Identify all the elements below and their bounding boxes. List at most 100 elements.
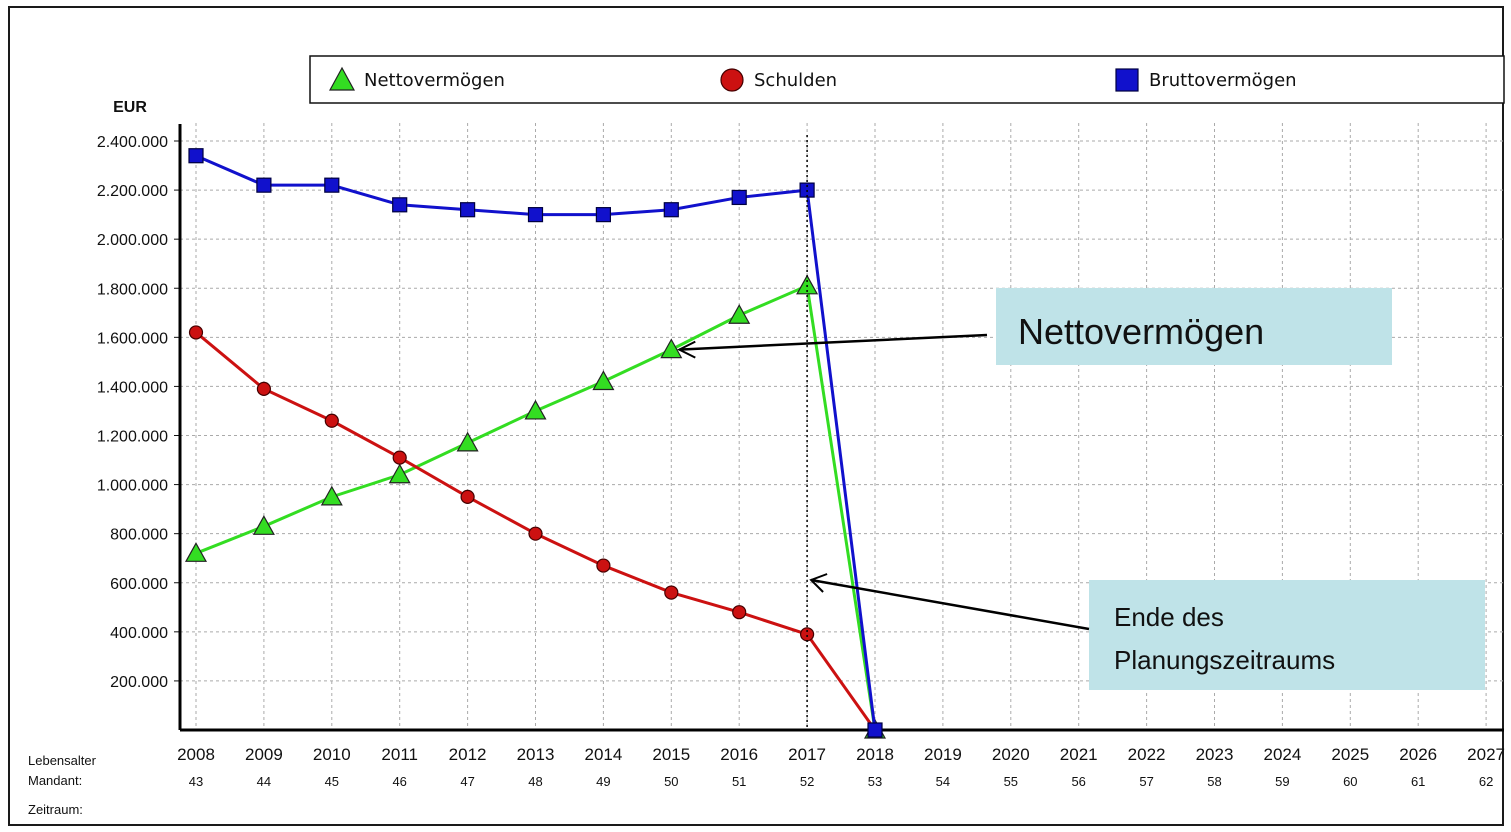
age-label: 50 [664, 774, 678, 789]
annotation-box-netto [996, 288, 1392, 365]
data-point-triangle [320, 485, 343, 506]
data-point-circle [256, 381, 271, 396]
data-point-circle [596, 558, 611, 573]
x-tick-label: 2024 [1263, 745, 1301, 764]
age-label: 48 [528, 774, 542, 789]
data-point-square [595, 207, 612, 223]
x-tick-label: 2014 [584, 745, 622, 764]
data-point-circle [528, 526, 543, 541]
data-point-square [188, 148, 204, 164]
annotation-text-ende-line2: Planungszeitraums [1114, 645, 1335, 675]
y-tick-label: 800.000 [110, 527, 168, 544]
data-point-square [324, 177, 340, 193]
y-tick-label: 1.800.000 [97, 281, 168, 298]
age-label: 46 [392, 774, 406, 789]
annotation-arrow-netto [679, 333, 988, 351]
x-tick-label: 2010 [313, 745, 351, 764]
y-tick-label: 200.000 [110, 674, 168, 691]
age-label: 61 [1411, 774, 1425, 789]
x-tick-label: 2008 [177, 745, 215, 764]
y-axis-title: EUR [113, 99, 147, 116]
y-tick-label: 2.000.000 [97, 232, 168, 249]
x-tick-label: 2017 [788, 745, 826, 764]
data-point-circle [732, 605, 747, 620]
data-point-triangle [388, 463, 411, 484]
annotation-box-ende [1089, 580, 1485, 690]
legend-label: Nettovermögen [364, 70, 505, 91]
age-label: 58 [1207, 774, 1221, 789]
row-label-zeitraum: Zeitraum: [28, 802, 83, 817]
data-point-triangle [184, 542, 208, 562]
age-label: 62 [1479, 774, 1493, 789]
arrowhead-icon [809, 573, 828, 593]
series [184, 148, 887, 739]
legend-label: Schulden [754, 70, 837, 91]
x-tick-label: 2027 [1467, 745, 1505, 764]
annotation-text-ende-line1: Ende des [1114, 602, 1224, 632]
arrowhead-icon [677, 340, 696, 359]
legend-square-icon [1115, 68, 1139, 92]
x-tick-labels: 2008 43 2009 44 2010 45 2011 46 2012 47 2013 48 2014… [28, 745, 1505, 817]
data-point-square [392, 197, 408, 213]
data-point-triangle [796, 274, 819, 295]
y-tick-label: 1.200.000 [97, 429, 168, 446]
x-tick-label: 2015 [652, 745, 690, 764]
x-tick-label: 2025 [1331, 745, 1369, 764]
age-label: 44 [257, 774, 271, 789]
data-point-square [527, 207, 544, 223]
data-point-circle [392, 450, 407, 465]
age-label: 52 [800, 774, 814, 789]
legend-box [309, 55, 1505, 104]
data-point-circle [324, 413, 339, 428]
age-label: 56 [1071, 774, 1085, 789]
age-label: 57 [1139, 774, 1153, 789]
data-point-triangle [252, 515, 275, 535]
data-point-triangle [456, 431, 479, 452]
data-point-square [256, 177, 272, 193]
y-tick-label: 2.200.000 [97, 183, 168, 200]
age-label: 51 [732, 774, 746, 789]
annotation-arrow-ende [810, 578, 1090, 631]
line-chart: 2.400.000 2.200.000 2.000.000 1.800.000 1.60… [28, 55, 1505, 817]
age-label: 47 [460, 774, 474, 789]
y-tick-label: 2.400.000 [97, 134, 168, 151]
data-point-square [867, 722, 883, 738]
x-tick-label: 2023 [1196, 745, 1234, 764]
legend-label: Bruttovermögen [1149, 70, 1297, 91]
y-tick-label: 1.000.000 [97, 478, 168, 495]
data-point-square [663, 202, 679, 218]
age-label: 53 [868, 774, 882, 789]
axes [174, 124, 1504, 732]
data-point-circle [188, 325, 204, 340]
y-tick-labels: 2.400.000 2.200.000 2.000.000 1.800.000 1.60… [97, 99, 168, 691]
x-tick-label: 2016 [720, 745, 758, 764]
annotation-text-netto: Nettovermögen [1018, 311, 1264, 352]
x-tick-label: 2009 [245, 745, 283, 764]
x-tick-label: 2018 [856, 745, 894, 764]
x-tick-label: 2020 [992, 745, 1030, 764]
age-label: 55 [1004, 774, 1018, 789]
row-label-mandant: Mandant: [28, 773, 82, 788]
y-tick-label: 1.600.000 [97, 330, 168, 347]
data-point-square [731, 189, 747, 206]
data-point-square [460, 202, 476, 218]
y-tick-label: 1.400.000 [97, 379, 168, 396]
x-tick-label: 2021 [1060, 745, 1098, 764]
x-tick-label: 2026 [1399, 745, 1437, 764]
legend: Nettovermögen Schulden Bruttovermögen [309, 55, 1505, 104]
data-point-circle [664, 585, 679, 600]
annotations: Nettovermögen Ende des Planungszeitraums [677, 135, 1485, 730]
x-tick-label: 2011 [381, 745, 418, 764]
age-label: 54 [936, 774, 950, 789]
data-point-triangle [728, 304, 751, 324]
legend-triangle-icon [328, 66, 356, 91]
x-tick-label: 2019 [924, 745, 962, 764]
y-tick-label: 600.000 [110, 576, 168, 593]
x-tick-label: 2013 [517, 745, 555, 764]
data-point-triangle [592, 370, 615, 391]
x-tick-label: 2012 [449, 745, 487, 764]
age-label: 49 [596, 774, 610, 789]
y-tick-label: 400.000 [110, 625, 168, 642]
data-point-circle [460, 489, 475, 504]
row-label-lebensalter: Lebensalter [28, 753, 97, 768]
